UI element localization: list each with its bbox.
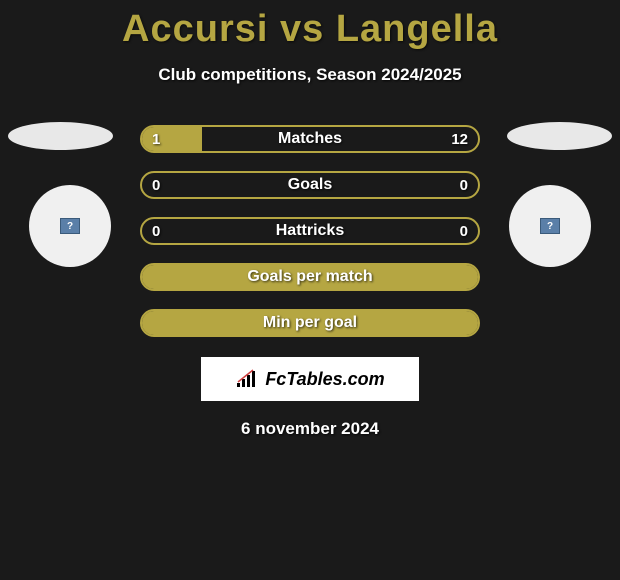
stat-bar: 00Goals bbox=[140, 171, 480, 199]
fctables-logo-icon bbox=[235, 369, 259, 389]
stat-label: Hattricks bbox=[142, 219, 478, 243]
stat-bar: 00Hattricks bbox=[140, 217, 480, 245]
stat-label: Matches bbox=[142, 127, 478, 151]
logo-box: FcTables.com bbox=[201, 357, 419, 401]
stat-bar: Min per goal bbox=[140, 309, 480, 337]
stat-bars: 112Matches 00Goals 00Hattricks Goals per ma… bbox=[140, 125, 480, 337]
player-avatar-left: ? bbox=[29, 185, 111, 267]
question-badge-icon: ? bbox=[60, 218, 80, 234]
player-oval-left bbox=[8, 122, 113, 150]
stat-label: Min per goal bbox=[142, 311, 478, 335]
stat-label: Goals per match bbox=[142, 265, 478, 289]
comparison-content: ? ? 112Matches 00Goals 00Hattricks Goals pe… bbox=[0, 125, 620, 439]
stat-bar: 112Matches bbox=[140, 125, 480, 153]
stat-label: Goals bbox=[142, 173, 478, 197]
page-title: Accursi vs Langella bbox=[0, 0, 620, 51]
subtitle: Club competitions, Season 2024/2025 bbox=[0, 65, 620, 85]
player-oval-right bbox=[507, 122, 612, 150]
player-avatar-right: ? bbox=[509, 185, 591, 267]
date-label: 6 november 2024 bbox=[0, 419, 620, 439]
question-badge-icon: ? bbox=[540, 218, 560, 234]
logo-text: FcTables.com bbox=[265, 369, 384, 390]
stat-bar: Goals per match bbox=[140, 263, 480, 291]
